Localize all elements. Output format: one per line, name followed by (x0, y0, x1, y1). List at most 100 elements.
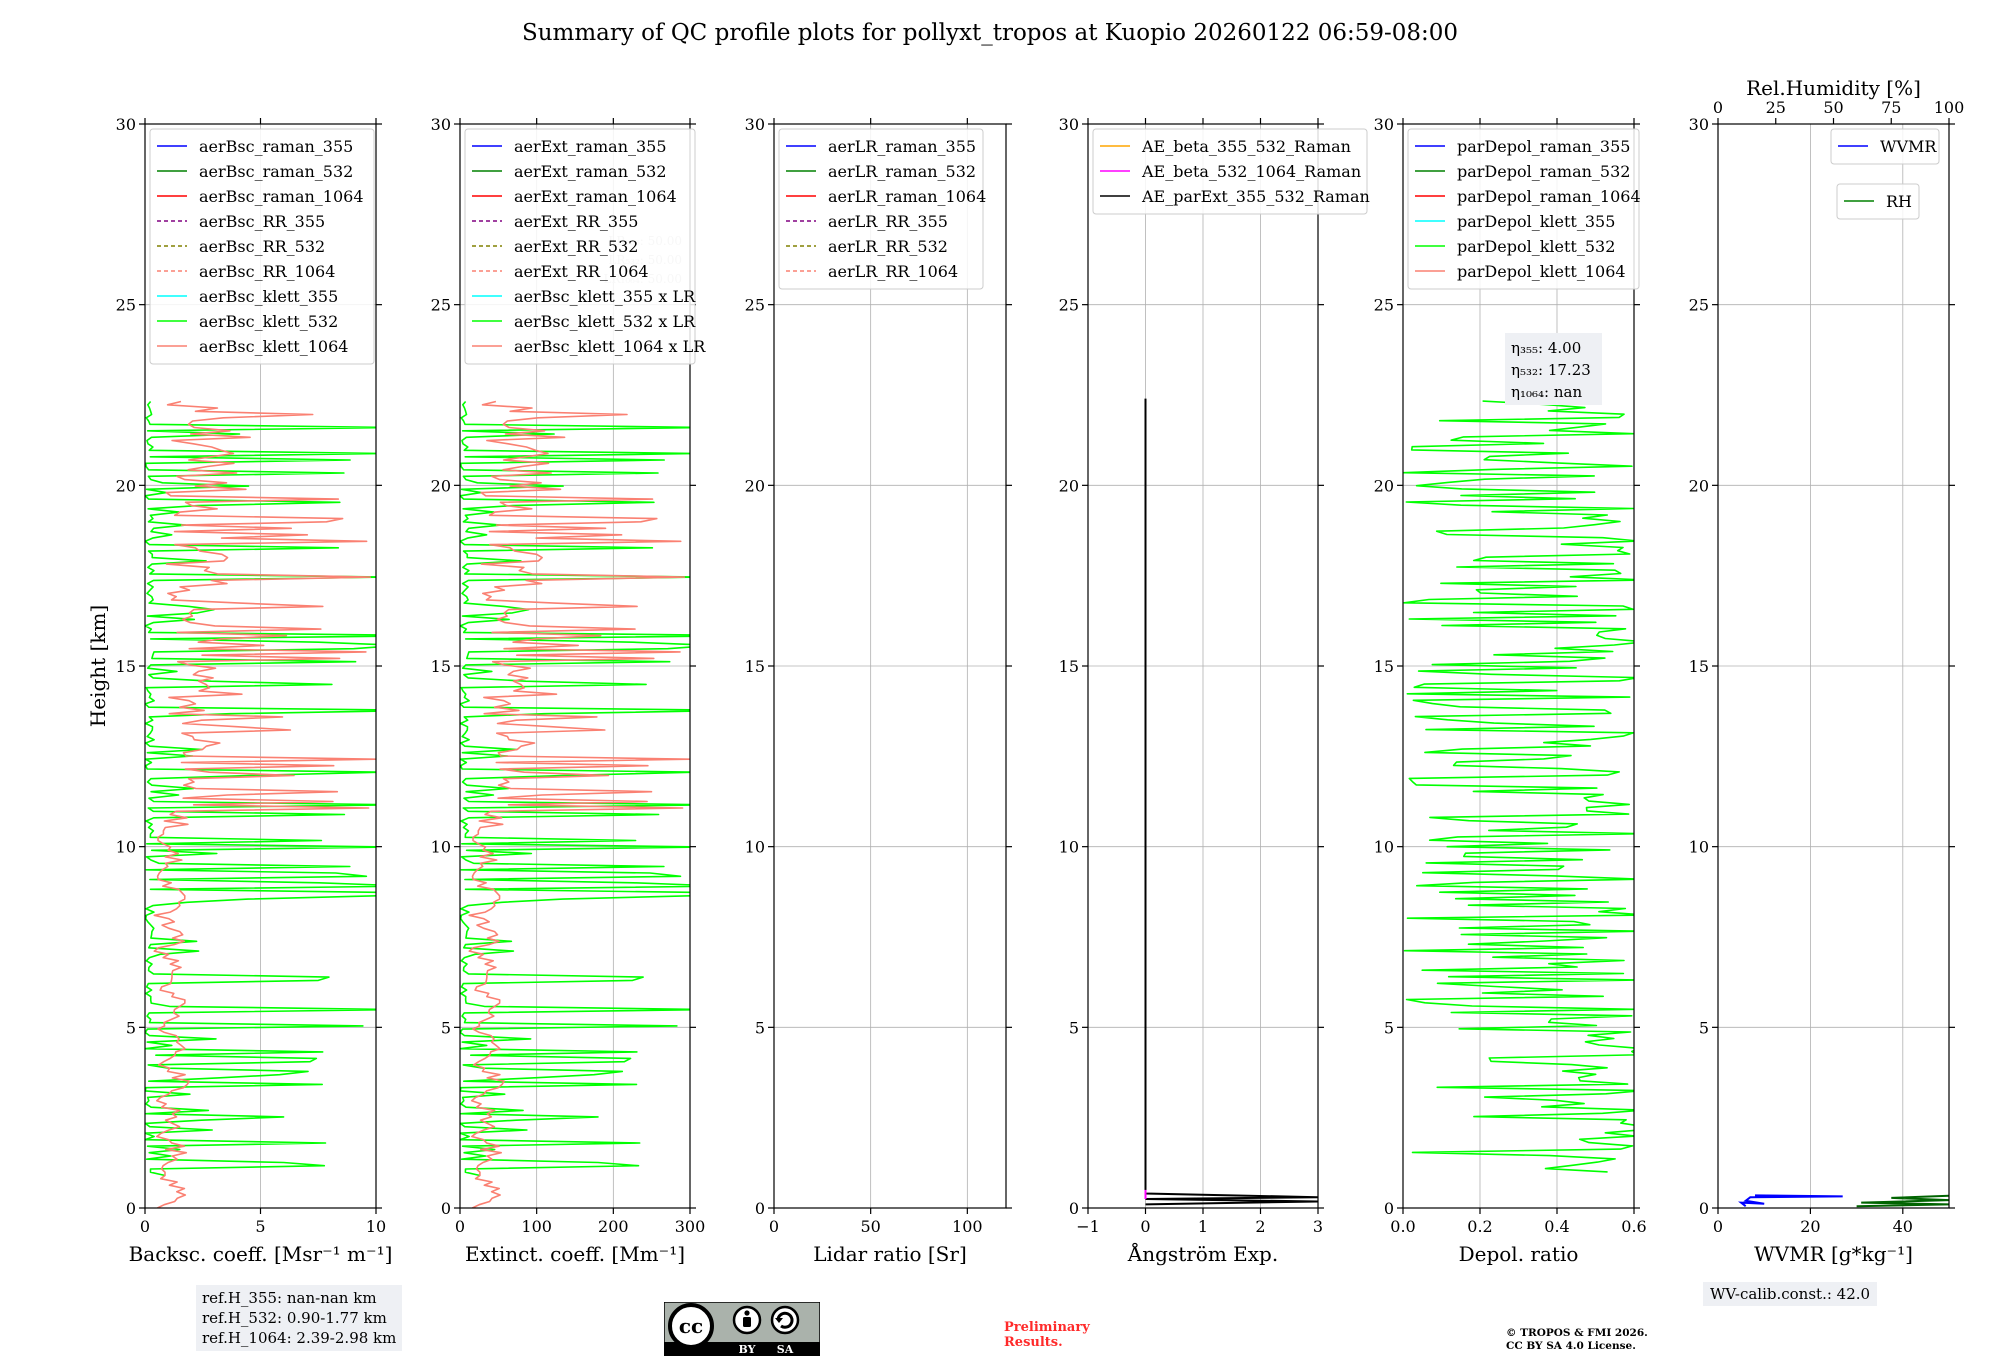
legend-label: AE_beta_532_1064_Raman (1141, 162, 1361, 181)
legend-label: aerBsc_klett_355 (199, 287, 338, 306)
panel-lr: 0 50 100 0 5 10 15 20 25 30 Lidar ratio [Sr] aerLR_… (745, 115, 1012, 1266)
series-aerBsc_klett_1064 x LR (468, 400, 690, 1208)
y-tick-label: 20 (116, 476, 136, 495)
legend-label: aerExt_raman_532 (514, 162, 667, 181)
wv-calib-text: WV-calib.const.: 42.0 (1710, 1285, 1871, 1303)
series-group (145, 400, 376, 1208)
x2-tick-label: 25 (1766, 98, 1786, 117)
legend-depol: parDepol_raman_355 parDepol_raman_532 parD… (1407, 128, 1641, 290)
legend-label: AE_beta_355_532_Raman (1141, 137, 1351, 156)
x-tick-label: 0.6 (1621, 1217, 1646, 1236)
legend-label: AE_parExt_355_532_Raman (1141, 187, 1370, 206)
legend-frame (1836, 183, 1920, 220)
legend-frame (149, 128, 375, 365)
series-parDepol_klett_532 (1403, 400, 1634, 1173)
legend-label: aerExt_raman_1064 (514, 187, 677, 206)
legend-label: aerBsc_raman_355 (199, 137, 353, 156)
y-tick-label: 25 (1689, 296, 1709, 315)
legend-label: parDepol_raman_1064 (1457, 187, 1641, 206)
y-tick-label: 0 (441, 1199, 451, 1218)
wv-calib-box: WV-calib.const.: 42.0 (1703, 1282, 1878, 1306)
legend-label: aerBsc_raman_532 (199, 162, 353, 181)
y-axis-label: Height [km] (86, 605, 110, 727)
series-group (1403, 400, 1634, 1173)
legend-label: aerBsc_RR_355 (199, 212, 325, 231)
ref-height-355: ref.H_355: nan-nan km (202, 1289, 377, 1307)
y-tick-label: 15 (745, 657, 765, 676)
eta-note: η₅₃₂: 17.23 (1511, 361, 1591, 379)
x-tick-label: 100 (521, 1217, 552, 1236)
series-aerBsc_klett_1064 (153, 400, 376, 1208)
panel-bsc: 0 5 10 0 5 10 15 20 25 30 Backsc. coeff. [Msr⁻¹ m⁻… (86, 115, 392, 1266)
x-axis-label: Lidar ratio [Sr] (813, 1242, 967, 1266)
y-tick-label: 30 (1059, 115, 1079, 134)
legend-label: parDepol_raman_532 (1457, 162, 1630, 181)
x2-tick-label: 50 (1823, 98, 1843, 117)
y-tick-label: 30 (1689, 115, 1709, 134)
y-tick-label: 15 (116, 657, 136, 676)
x2-tick-label: 100 (1934, 98, 1965, 117)
y-tick-label: 5 (1699, 1018, 1709, 1037)
legend-label: aerExt_raman_355 (514, 137, 667, 156)
ref-heights-box: ref.H_355: nan-nan km ref.H_532: 0.90-1.… (196, 1285, 403, 1351)
y-tick-label: 10 (116, 838, 136, 857)
ref-height-1064: ref.H_1064: 2.39-2.98 km (202, 1329, 397, 1347)
series-group (1738, 1194, 1949, 1208)
y-tick-label: 30 (116, 115, 136, 134)
legend-label: parDepol_klett_355 (1457, 212, 1615, 231)
y-tick-label: 5 (1069, 1018, 1079, 1037)
y-tick-label: 10 (745, 838, 765, 857)
sa-icon (770, 1305, 800, 1335)
copyright-note: © TROPOS & FMI 2026. CC BY SA 4.0 Licens… (1506, 1327, 1648, 1352)
legend-label: parDepol_klett_532 (1457, 237, 1615, 256)
eta-note: η₃₅₅: 4.00 (1511, 339, 1581, 357)
y-tick-label: 25 (1059, 296, 1079, 315)
svg-text:BY: BY (739, 1343, 756, 1356)
y-tick-label: 5 (755, 1018, 765, 1037)
y-tick-label: 30 (745, 115, 765, 134)
legend-label: aerLR_raman_532 (828, 162, 976, 181)
legend-label: aerLR_raman_1064 (828, 187, 986, 206)
legend-label: aerBsc_klett_1064 (199, 337, 348, 356)
legend-label: WVMR (1880, 137, 1937, 156)
y-tick-label: 5 (441, 1018, 451, 1037)
y-tick-label: 20 (1059, 476, 1079, 495)
x-tick-label: 40 (1893, 1217, 1913, 1236)
x-tick-label: 0 (455, 1217, 465, 1236)
legend-label: parDepol_raman_355 (1457, 137, 1630, 156)
x-tick-label: 50 (860, 1217, 880, 1236)
legend-ext: aerExt_raman_355 aerExt_raman_532 aerExt_r… (464, 128, 706, 365)
legend-label: aerBsc_RR_1064 (199, 262, 335, 281)
eta-note: η₁₀₆₄: nan (1511, 383, 1582, 401)
cc-license-badge: cc BY SA (664, 1302, 820, 1356)
legend-ae: AE_beta_355_532_Raman AE_beta_532_1064_Ra… (1092, 128, 1370, 215)
y-tick-label: 25 (431, 296, 451, 315)
x2-tick-label: 0 (1713, 98, 1723, 117)
x-tick-label: 10 (366, 1217, 386, 1236)
x2-axis-label: Rel.Humidity [%] (1746, 76, 1921, 100)
x-tick-label: 0 (1713, 1217, 1723, 1236)
ref-height-532: ref.H_532: 0.90-1.77 km (202, 1309, 387, 1327)
legend-frame (778, 128, 984, 290)
y-tick-label: 0 (1069, 1199, 1079, 1218)
legend-label: aerBsc_klett_355 x LR (514, 287, 696, 306)
svg-text:SA: SA (777, 1343, 794, 1356)
legend-label: aerExt_RR_355 (514, 212, 638, 231)
preliminary-note: Preliminary Results. (1004, 1320, 1090, 1350)
x-tick-label: 0 (140, 1217, 150, 1236)
x-tick-label: 0 (769, 1217, 779, 1236)
y-tick-label: 15 (431, 657, 451, 676)
y-tick-label: 20 (745, 476, 765, 495)
legend-label: aerLR_RR_355 (828, 212, 948, 231)
cc-icon (668, 1303, 714, 1349)
x-tick-label: 0.0 (1390, 1217, 1415, 1236)
legend-wvmr: WVMR (1830, 128, 1940, 165)
y-tick-label: 0 (1384, 1199, 1394, 1218)
legend-label: RH (1886, 192, 1912, 211)
legend-label: aerBsc_klett_532 x LR (514, 312, 696, 331)
legend-label: aerExt_RR_1064 (514, 262, 649, 281)
y-tick-label: 15 (1059, 657, 1079, 676)
